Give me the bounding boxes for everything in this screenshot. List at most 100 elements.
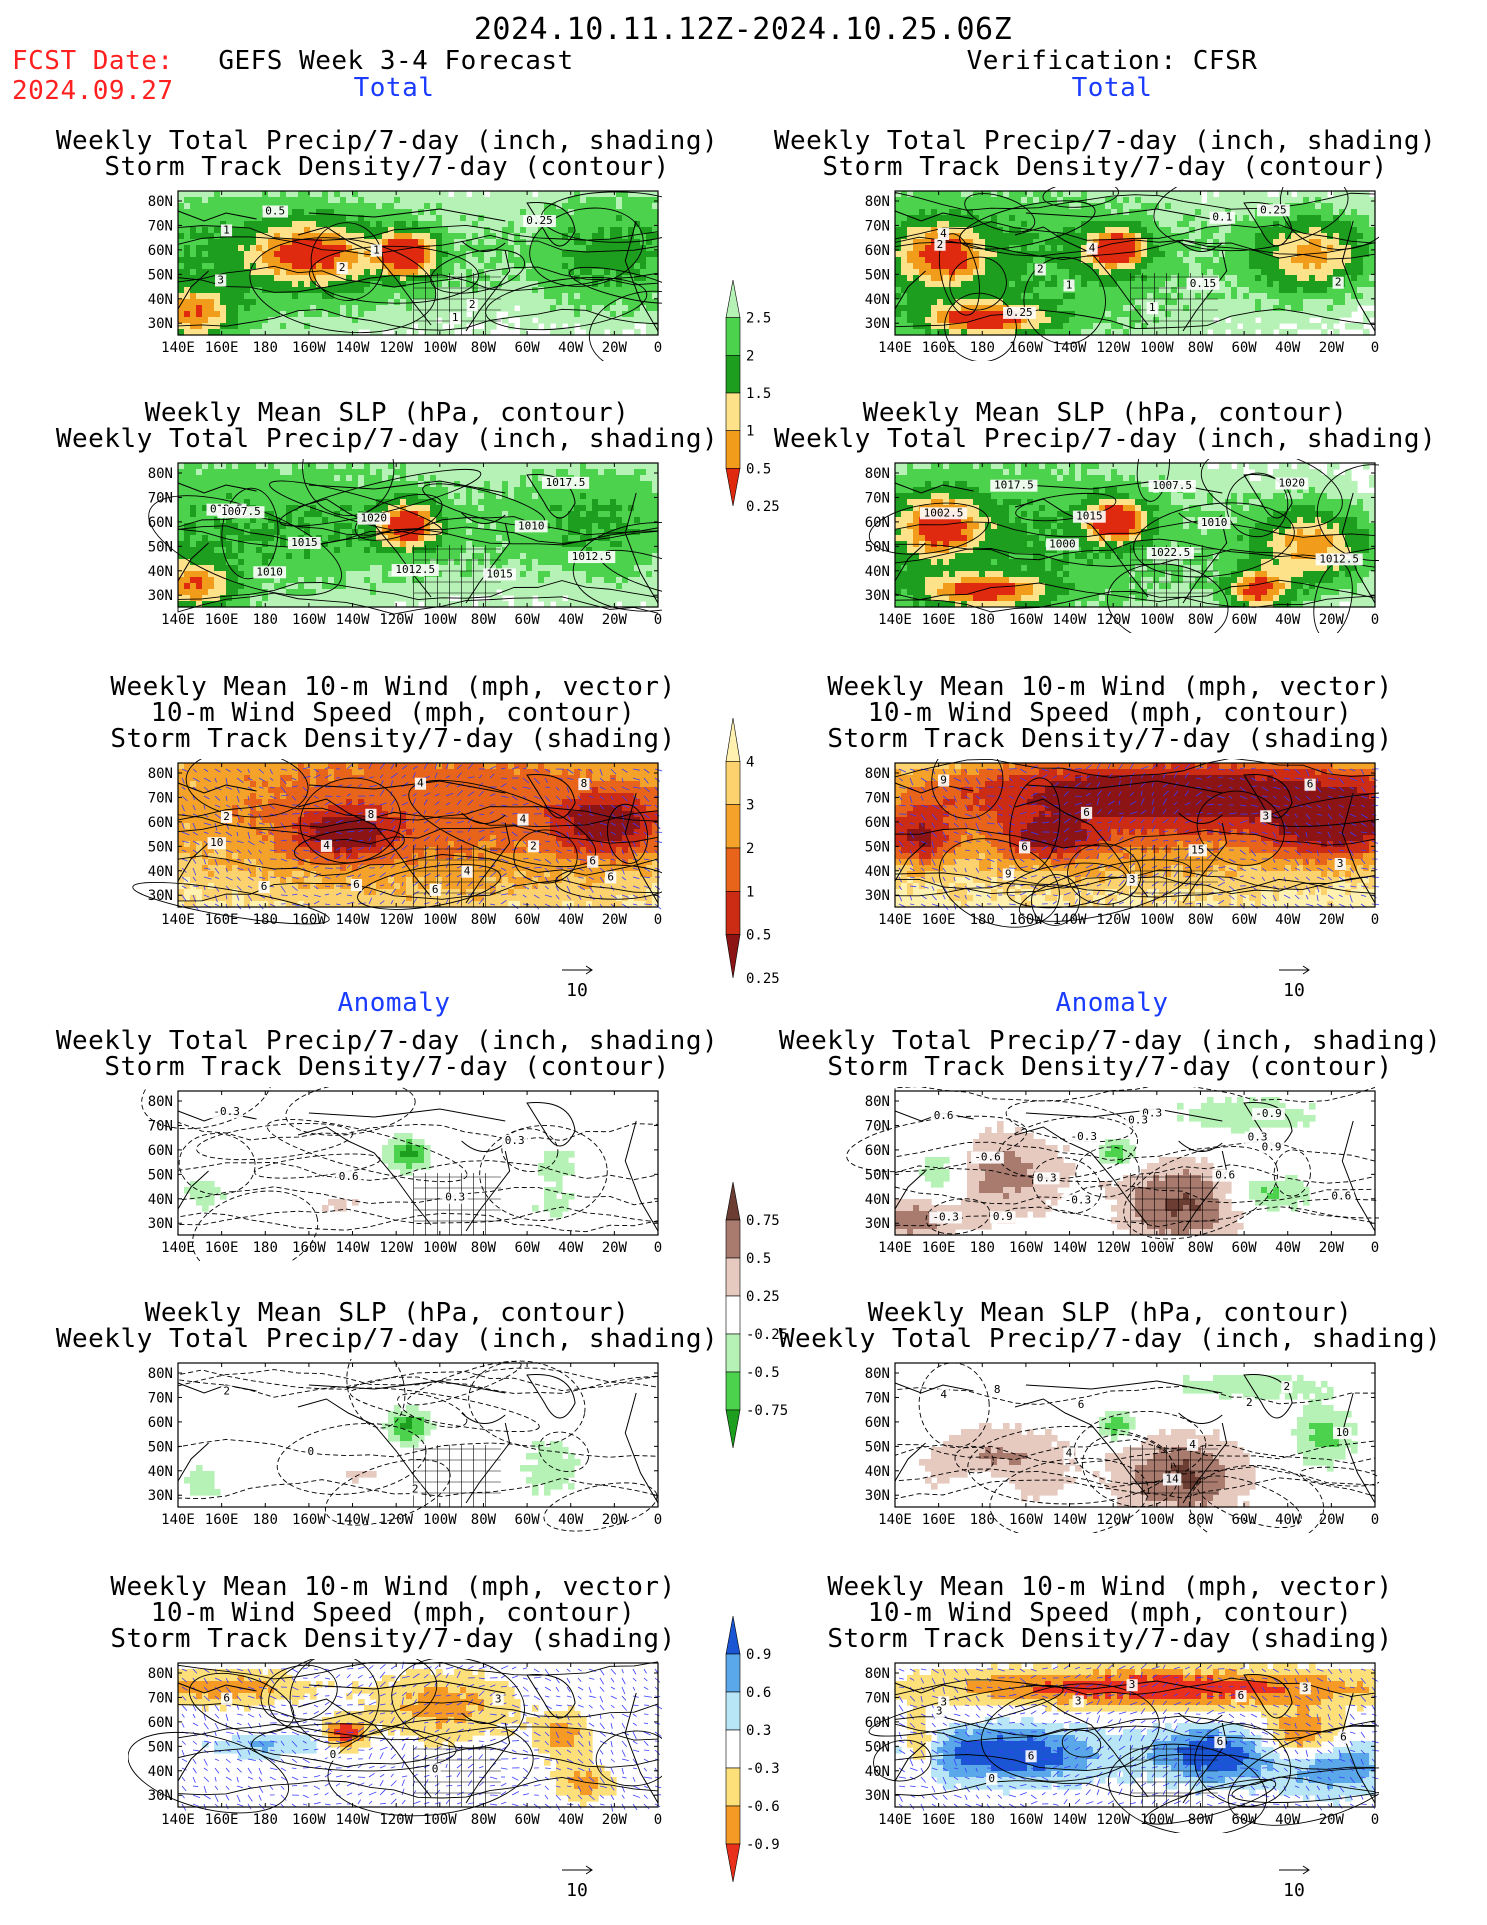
title-L5-line2: Weekly Total Precip/7-day (inch, shading… [55,1324,719,1354]
contour-label: 1000 [1049,537,1076,550]
contour-label: 0 [988,1772,995,1785]
colorbar-storm-anomaly: 0.9 0.6 0.3 -0.3 -0.6 -0.9 [725,1615,780,1883]
lon-label: 20W [1319,1240,1345,1256]
contour-label: 1002.5 [924,506,964,519]
lon-label: 40W [558,1240,584,1256]
lon-label: 40W [558,612,584,628]
lon-label: 180 [970,612,995,628]
lat-label: 70N [148,1690,173,1706]
lat-label: 30N [865,316,890,332]
colorbar-label: 0.6 [746,1685,771,1701]
contour-label: 6 [1078,1398,1085,1411]
lon-label: 160W [1009,340,1043,356]
lon-label: 100W [1140,912,1174,928]
lat-label: 40N [865,1464,890,1480]
contour-label: 6 [261,880,268,893]
contour-label: 0.3 [445,1191,465,1204]
map-frame [177,1090,659,1236]
lon-label: 60W [1231,1812,1257,1828]
lon-label: 120W [1096,1812,1130,1828]
lon-label: 80W [471,1240,497,1256]
lon-label: 120W [1096,912,1130,928]
lat-label: 60N [865,1415,890,1431]
lat-label: 50N [865,1439,890,1455]
lon-label: 40W [1275,612,1301,628]
lon-label: 40W [558,1512,584,1528]
lon-label: 100W [1140,1512,1174,1528]
lon-label: 80W [1188,1240,1214,1256]
colorbar-label: 0.75 [746,1213,780,1229]
right-total-label: Total [1071,73,1153,103]
title-R6-line3: Storm Track Density/7-day (shading) [827,1624,1393,1654]
left-column-title: GEFS Week 3-4 Forecast [218,46,574,76]
lon-label: 100W [1140,340,1174,356]
vector-reference-label: 10 [566,1880,588,1901]
contour-label: 1012.5 [1319,552,1359,565]
lon-label: 160W [1009,1240,1043,1256]
lat-label: 70N [148,1390,173,1406]
contour-label: 2 [223,810,230,823]
lon-label: 0 [1371,1812,1379,1828]
title-R1-line2: Storm Track Density/7-day (contour) [822,152,1388,182]
title-R6-line2: 10-m Wind Speed (mph, contour) [867,1598,1353,1628]
lat-label: 50N [865,1739,890,1755]
wind-vectors [898,1663,1379,1811]
contour-label: 8 [581,777,588,790]
colorbar-label: -0.3 [746,1761,780,1777]
title-R1-line1: Weekly Total Precip/7-day (inch, shading… [773,126,1437,156]
lon-label: 80W [1188,340,1214,356]
left-total-label: Total [353,73,435,103]
lat-label: 30N [148,316,173,332]
lat-label: 80N [865,766,890,782]
lat-label: 60N [148,243,173,259]
coastlines [894,1374,1376,1507]
lon-label: 160W [292,1512,326,1528]
lon-label: 140W [336,612,370,628]
lon-label: 40W [1275,1240,1301,1256]
vector-reference-label: 10 [1283,1880,1305,1901]
title-L3-line2: 10-m Wind Speed (mph, contour) [150,698,636,728]
lon-label: 0 [1371,1240,1379,1256]
lat-label: 80N [148,1366,173,1382]
contour-label: 0.3 [1248,1131,1268,1144]
lon-label: 140W [336,1812,370,1828]
fcst-date-value: 2024.09.27 [12,76,174,106]
contour-label: 4 [464,865,471,878]
contour-label: 2 [412,1483,419,1496]
contour-label: 2 [223,1384,230,1397]
contour-label: 4 [520,813,527,826]
contour-label: 1 [1149,301,1156,314]
coastlines [894,474,1376,607]
lon-label: 20W [602,340,628,356]
lat-label: 50N [148,1167,173,1183]
lon-label: 140W [1053,340,1087,356]
lon-label: 60W [514,340,540,356]
contour-label: 1007.5 [221,505,261,518]
lon-label: 60W [1231,1240,1257,1256]
colorbar-label: 0.9 [746,1647,771,1663]
lon-label: 180 [970,1812,995,1828]
title-L5-line1: Weekly Mean SLP (hPa, contour) [144,1298,630,1328]
colorbar-label: 3 [746,798,754,814]
shading-field [184,1405,581,1496]
map-panel-total-slp-forecast: 012.510151012.510101012.5101010201015101… [148,459,662,628]
lon-label: 100W [423,1812,457,1828]
contour-lines [894,187,1379,361]
lat-label: 30N [865,1788,890,1804]
lon-label: 160W [1009,912,1043,928]
lon-label: 140E [161,340,195,356]
colorbar-label: 0.5 [746,1251,771,1267]
lon-label: 60W [514,1240,540,1256]
lon-label: 20W [1319,340,1345,356]
lon-label: 0 [654,1812,662,1828]
map-frame [177,190,659,336]
lat-label: 40N [865,864,890,880]
lon-label: 140E [878,1240,912,1256]
lon-label: 180 [253,612,278,628]
contour-label: 0.25 [526,214,553,227]
colorbar-label: 1.5 [746,386,771,402]
lon-label: 40W [558,1812,584,1828]
lon-label: 160E [922,1812,956,1828]
lon-label: 160E [205,340,239,356]
